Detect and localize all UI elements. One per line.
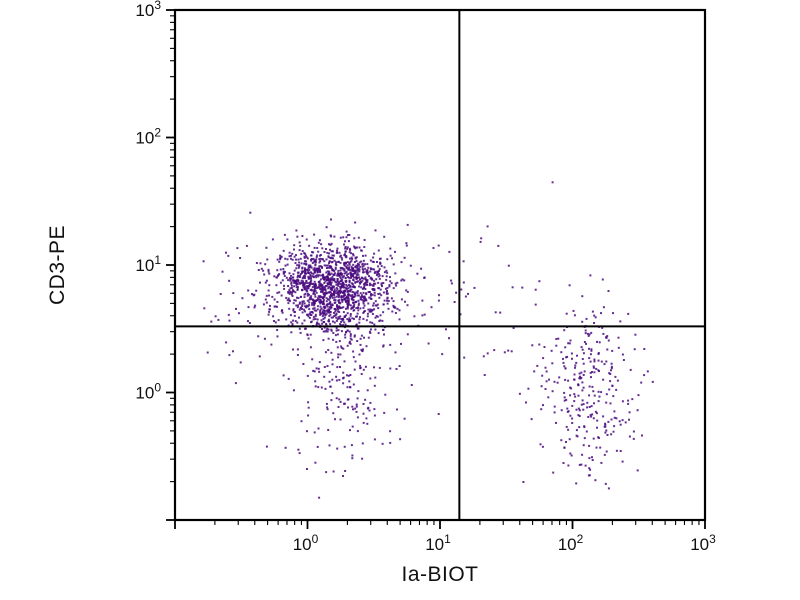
- y-axis-label: CD3-PE: [46, 224, 69, 306]
- scatter-points-layer: [202, 181, 654, 499]
- x-tick-label: 100: [293, 532, 319, 554]
- x-axis-label: Ia-BIOT: [401, 563, 479, 586]
- plot-frame: [173, 8, 707, 522]
- x-tick-label: 101: [425, 532, 451, 554]
- quadrant-gate: [175, 10, 705, 520]
- tick-labels: 100 101 102 103 100 101 102 103: [135, 0, 716, 554]
- y-tick-label: 101: [135, 253, 161, 275]
- x-tick-label: 103: [690, 532, 716, 554]
- y-tick-label: 100: [135, 381, 161, 403]
- x-tick-label: 102: [558, 532, 584, 554]
- y-tick-label: 102: [135, 126, 161, 148]
- axis-ticks: [166, 9, 706, 529]
- y-tick-label: 103: [135, 0, 161, 20]
